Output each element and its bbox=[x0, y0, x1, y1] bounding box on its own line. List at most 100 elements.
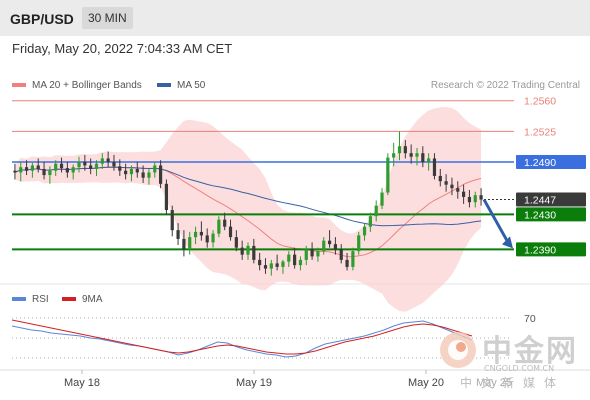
candle-body bbox=[89, 165, 93, 169]
level-label-resistance: 1.2525 bbox=[524, 126, 556, 138]
candle-body bbox=[357, 235, 361, 252]
candle-body bbox=[118, 166, 122, 171]
candle-body bbox=[298, 259, 303, 266]
watermark-title: 中金网 bbox=[482, 334, 578, 369]
candle-body bbox=[42, 168, 46, 176]
candle-body bbox=[71, 167, 75, 173]
candle-body bbox=[77, 161, 81, 168]
candle-body bbox=[392, 153, 396, 158]
candle-body bbox=[147, 172, 151, 178]
candle-body bbox=[19, 167, 23, 173]
candle-body bbox=[24, 167, 29, 171]
candlesticks bbox=[13, 131, 483, 276]
candle-body bbox=[217, 219, 221, 234]
x-tick-label: May 19 bbox=[236, 377, 272, 389]
candle-body bbox=[456, 188, 460, 192]
candle-body bbox=[59, 163, 64, 169]
rsi-level-label: 70 bbox=[524, 313, 536, 325]
watermark-logo bbox=[440, 332, 476, 368]
currency-pair: GBP/USD bbox=[10, 11, 74, 27]
level-label-current: 1.2447 bbox=[524, 195, 556, 207]
moving-averages bbox=[14, 166, 482, 258]
candle-body bbox=[444, 181, 448, 185]
candle-body bbox=[211, 233, 215, 243]
watermark: 中金网 CNGOLD.COM.CN 中文新媒体 bbox=[436, 326, 586, 392]
candle-body bbox=[415, 153, 419, 157]
level-label-support: 1.2390 bbox=[524, 244, 556, 256]
candle-body bbox=[333, 244, 338, 250]
candle-body bbox=[240, 247, 244, 255]
candle-body bbox=[397, 146, 402, 154]
candle-body bbox=[193, 231, 198, 238]
candle-body bbox=[205, 235, 209, 243]
candle-body bbox=[94, 163, 99, 169]
watermark-url: CNGOLD.COM.CN bbox=[484, 364, 555, 373]
x-axis: May 18 May 19 May 20 May 25 bbox=[64, 370, 512, 389]
candle-body bbox=[164, 183, 169, 211]
credit-text: Research © 2022 Trading Central bbox=[430, 80, 580, 91]
rsi-panel: 70 bbox=[11, 313, 536, 359]
candle-body bbox=[228, 226, 233, 238]
candle-body bbox=[427, 158, 431, 162]
candle-body bbox=[438, 175, 442, 182]
level-label-resistance: 1.2560 bbox=[524, 96, 556, 108]
legend-9ma: 9MA bbox=[62, 294, 103, 305]
candle-body bbox=[83, 161, 87, 166]
candle-body bbox=[234, 237, 238, 248]
candle-body bbox=[351, 251, 355, 267]
candle-body bbox=[467, 196, 472, 203]
forecast-arrow bbox=[482, 198, 513, 249]
timestamp: Friday, May 20, 2022 7:04:33 AM CET bbox=[12, 41, 233, 56]
candle-body bbox=[409, 153, 413, 157]
candle-body bbox=[199, 231, 203, 236]
candle-body bbox=[322, 240, 326, 252]
candle-body bbox=[13, 170, 17, 173]
bollinger-bands bbox=[14, 106, 482, 312]
arrow-shaft bbox=[482, 198, 510, 244]
candle-body bbox=[345, 259, 349, 267]
timeframe-badge[interactable]: 30 MIN bbox=[82, 7, 133, 29]
candle-body bbox=[374, 205, 378, 217]
candle-body bbox=[432, 158, 437, 176]
candle-body bbox=[135, 168, 139, 173]
candle-body bbox=[258, 259, 262, 266]
legend-ma50: MA 50 bbox=[157, 80, 205, 91]
candle-body bbox=[48, 170, 52, 176]
candle-body bbox=[293, 254, 297, 266]
candle-body bbox=[112, 161, 116, 167]
candle-body bbox=[304, 249, 308, 260]
candle-body bbox=[106, 158, 110, 162]
level-label-pivot: 1.2490 bbox=[524, 157, 556, 169]
ma20-swatch bbox=[12, 83, 26, 88]
ma9-label: 9MA bbox=[82, 294, 103, 305]
arrow-head bbox=[502, 236, 513, 249]
candle-body bbox=[310, 249, 314, 257]
watermark-subtitle: 中文新媒体 bbox=[460, 376, 566, 390]
watermark-date-overlay: May 25 bbox=[476, 377, 512, 389]
candle-body bbox=[316, 251, 320, 257]
level-label-support: 1.2430 bbox=[524, 209, 556, 221]
candle-body bbox=[141, 172, 145, 178]
candle-body bbox=[462, 191, 466, 197]
level-label-bg bbox=[516, 207, 586, 222]
rsi-label: RSI bbox=[32, 294, 49, 305]
header-bar: GBP/USD 30 MIN bbox=[0, 0, 590, 36]
candle-body bbox=[65, 168, 69, 173]
candle-body bbox=[176, 230, 180, 239]
candle-body bbox=[269, 263, 273, 269]
logo-circle-dot bbox=[456, 342, 466, 352]
candle-body bbox=[170, 210, 174, 231]
level-label-bg bbox=[516, 242, 586, 257]
ma50-swatch bbox=[157, 83, 171, 88]
rsi-series-rsi bbox=[11, 320, 473, 358]
candle-body bbox=[380, 192, 384, 206]
candle-body bbox=[287, 254, 291, 262]
candle-body bbox=[339, 249, 343, 260]
candle-body bbox=[281, 261, 285, 267]
legend-ma20: MA 20 + Bollinger Bands bbox=[12, 80, 142, 91]
candle-body bbox=[252, 245, 256, 260]
ma50-line bbox=[14, 166, 482, 227]
rsi-series-9ma bbox=[11, 319, 473, 355]
candle-body bbox=[188, 237, 192, 250]
